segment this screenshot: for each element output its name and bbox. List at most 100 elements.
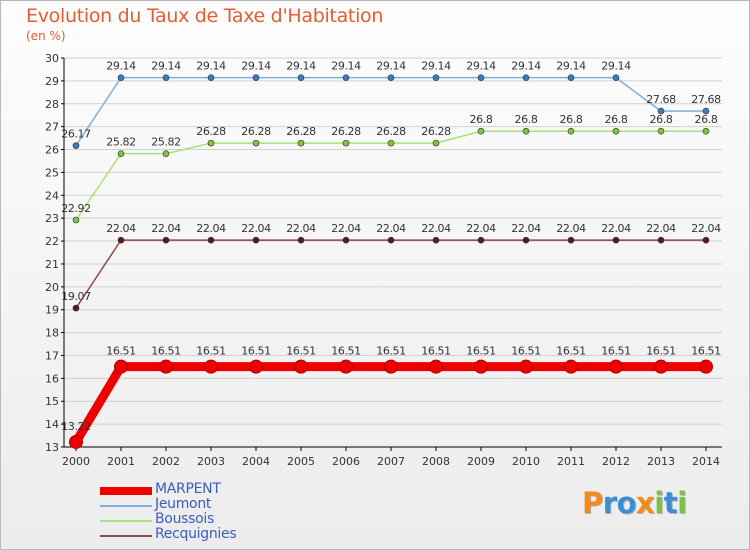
y-tick-label: 19 bbox=[45, 304, 59, 317]
data-label-recquignies: 22.04 bbox=[241, 222, 271, 235]
y-tick-label: 26 bbox=[45, 144, 59, 157]
data-label-boussois: 26.28 bbox=[376, 125, 406, 138]
data-point-boussois bbox=[162, 150, 170, 157]
logo-letter: i bbox=[677, 486, 687, 520]
data-label-jeumont: 29.14 bbox=[196, 60, 226, 73]
data-label-recquignies: 22.04 bbox=[196, 222, 226, 235]
data-point-boussois bbox=[72, 216, 80, 224]
data-point-marpent bbox=[384, 359, 398, 374]
data-point-marpent bbox=[249, 359, 263, 374]
legend-swatch bbox=[100, 535, 152, 537]
data-point-boussois bbox=[387, 139, 395, 147]
data-point-marpent bbox=[429, 359, 443, 374]
data-label-boussois: 26.8 bbox=[515, 113, 538, 126]
data-label-jeumont: 26.17 bbox=[61, 128, 91, 141]
x-tick-label: 2001 bbox=[107, 455, 135, 468]
x-tick-label: 2004 bbox=[242, 455, 270, 468]
legend-swatch bbox=[100, 487, 152, 495]
data-label-boussois: 25.82 bbox=[151, 136, 181, 149]
y-tick-label: 20 bbox=[45, 281, 59, 294]
data-label-boussois: 26.28 bbox=[421, 125, 451, 138]
legend: MARPENT Jeumont Boussois Recquignies bbox=[100, 481, 300, 543]
legend-item-marpent: MARPENT bbox=[100, 481, 300, 498]
data-label-recquignies: 22.04 bbox=[511, 222, 541, 235]
data-point-marpent bbox=[474, 359, 488, 374]
x-tick-label: 2003 bbox=[197, 455, 225, 468]
data-point-boussois bbox=[612, 127, 620, 135]
data-label-jeumont: 29.14 bbox=[556, 60, 586, 73]
data-point-boussois bbox=[432, 139, 440, 147]
legend-label: MARPENT bbox=[155, 481, 221, 497]
data-point-boussois bbox=[117, 150, 125, 157]
logo-letter: o bbox=[616, 486, 637, 520]
data-label-boussois: 26.28 bbox=[241, 125, 271, 138]
data-point-marpent bbox=[204, 359, 218, 374]
data-point-boussois bbox=[477, 127, 485, 135]
data-label-boussois: 25.82 bbox=[106, 136, 136, 149]
legend-item-boussois: Boussois bbox=[100, 511, 300, 528]
x-tick-label: 2009 bbox=[467, 455, 495, 468]
data-label-jeumont: 29.14 bbox=[331, 60, 361, 73]
x-tick-label: 2000 bbox=[62, 455, 90, 468]
data-label-recquignies: 22.04 bbox=[691, 222, 721, 235]
y-tick-label: 17 bbox=[45, 349, 59, 362]
data-point-boussois bbox=[567, 127, 575, 135]
data-label-recquignies: 19.07 bbox=[61, 290, 91, 303]
data-point-jeumont bbox=[252, 74, 260, 81]
data-point-recquignies bbox=[567, 236, 575, 244]
data-label-marpent: 16.51 bbox=[196, 345, 226, 358]
x-tick-label: 2010 bbox=[512, 455, 540, 468]
data-label-marpent: 13.22 bbox=[61, 420, 91, 433]
data-point-jeumont bbox=[657, 107, 665, 115]
data-label-marpent: 16.51 bbox=[151, 345, 181, 358]
x-tick-label: 2002 bbox=[152, 455, 180, 468]
y-tick-label: 16 bbox=[45, 372, 59, 385]
x-tick-label: 2014 bbox=[692, 455, 720, 468]
data-point-marpent bbox=[699, 359, 713, 374]
data-label-jeumont: 27.68 bbox=[691, 93, 721, 106]
data-label-jeumont: 29.14 bbox=[601, 60, 631, 73]
data-label-recquignies: 22.04 bbox=[601, 222, 631, 235]
data-label-recquignies: 22.04 bbox=[556, 222, 586, 235]
x-tick-label: 2005 bbox=[287, 455, 315, 468]
data-point-jeumont bbox=[567, 74, 575, 81]
y-tick-label: 15 bbox=[45, 395, 59, 408]
data-label-marpent: 16.51 bbox=[466, 345, 496, 358]
data-point-marpent bbox=[609, 359, 623, 374]
data-point-boussois bbox=[207, 139, 215, 147]
data-point-marpent bbox=[339, 359, 353, 374]
data-label-recquignies: 22.04 bbox=[466, 222, 496, 235]
legend-label: Jeumont bbox=[155, 496, 212, 512]
data-point-marpent bbox=[114, 359, 128, 374]
data-label-marpent: 16.51 bbox=[421, 345, 451, 358]
data-label-marpent: 16.51 bbox=[241, 345, 271, 358]
data-point-jeumont bbox=[342, 74, 350, 81]
y-tick-label: 23 bbox=[45, 212, 59, 225]
data-label-recquignies: 22.04 bbox=[376, 222, 406, 235]
data-label-marpent: 16.51 bbox=[646, 345, 676, 358]
data-label-jeumont: 29.14 bbox=[151, 60, 181, 73]
proxiti-logo: Proxiti bbox=[582, 486, 687, 520]
x-tick-label: 2011 bbox=[557, 455, 585, 468]
data-label-marpent: 16.51 bbox=[691, 345, 721, 358]
data-label-jeumont: 27.68 bbox=[646, 93, 676, 106]
data-label-recquignies: 22.04 bbox=[151, 222, 181, 235]
y-tick-label: 18 bbox=[45, 327, 59, 340]
data-point-marpent bbox=[564, 359, 578, 374]
data-label-jeumont: 29.14 bbox=[241, 60, 271, 73]
data-label-boussois: 22.92 bbox=[61, 202, 91, 215]
legend-swatch bbox=[100, 520, 152, 522]
data-point-recquignies bbox=[432, 236, 440, 244]
data-point-recquignies bbox=[522, 236, 530, 244]
data-point-jeumont bbox=[477, 74, 485, 81]
data-label-recquignies: 22.04 bbox=[421, 222, 451, 235]
data-label-jeumont: 29.14 bbox=[376, 60, 406, 73]
data-label-marpent: 16.51 bbox=[106, 345, 136, 358]
x-tick-label: 2008 bbox=[422, 455, 450, 468]
data-point-jeumont bbox=[432, 74, 440, 81]
data-label-jeumont: 29.14 bbox=[466, 60, 496, 73]
data-point-boussois bbox=[297, 139, 305, 147]
data-point-recquignies bbox=[477, 236, 485, 244]
data-label-boussois: 26.8 bbox=[650, 113, 673, 126]
y-tick-label: 21 bbox=[45, 258, 59, 271]
